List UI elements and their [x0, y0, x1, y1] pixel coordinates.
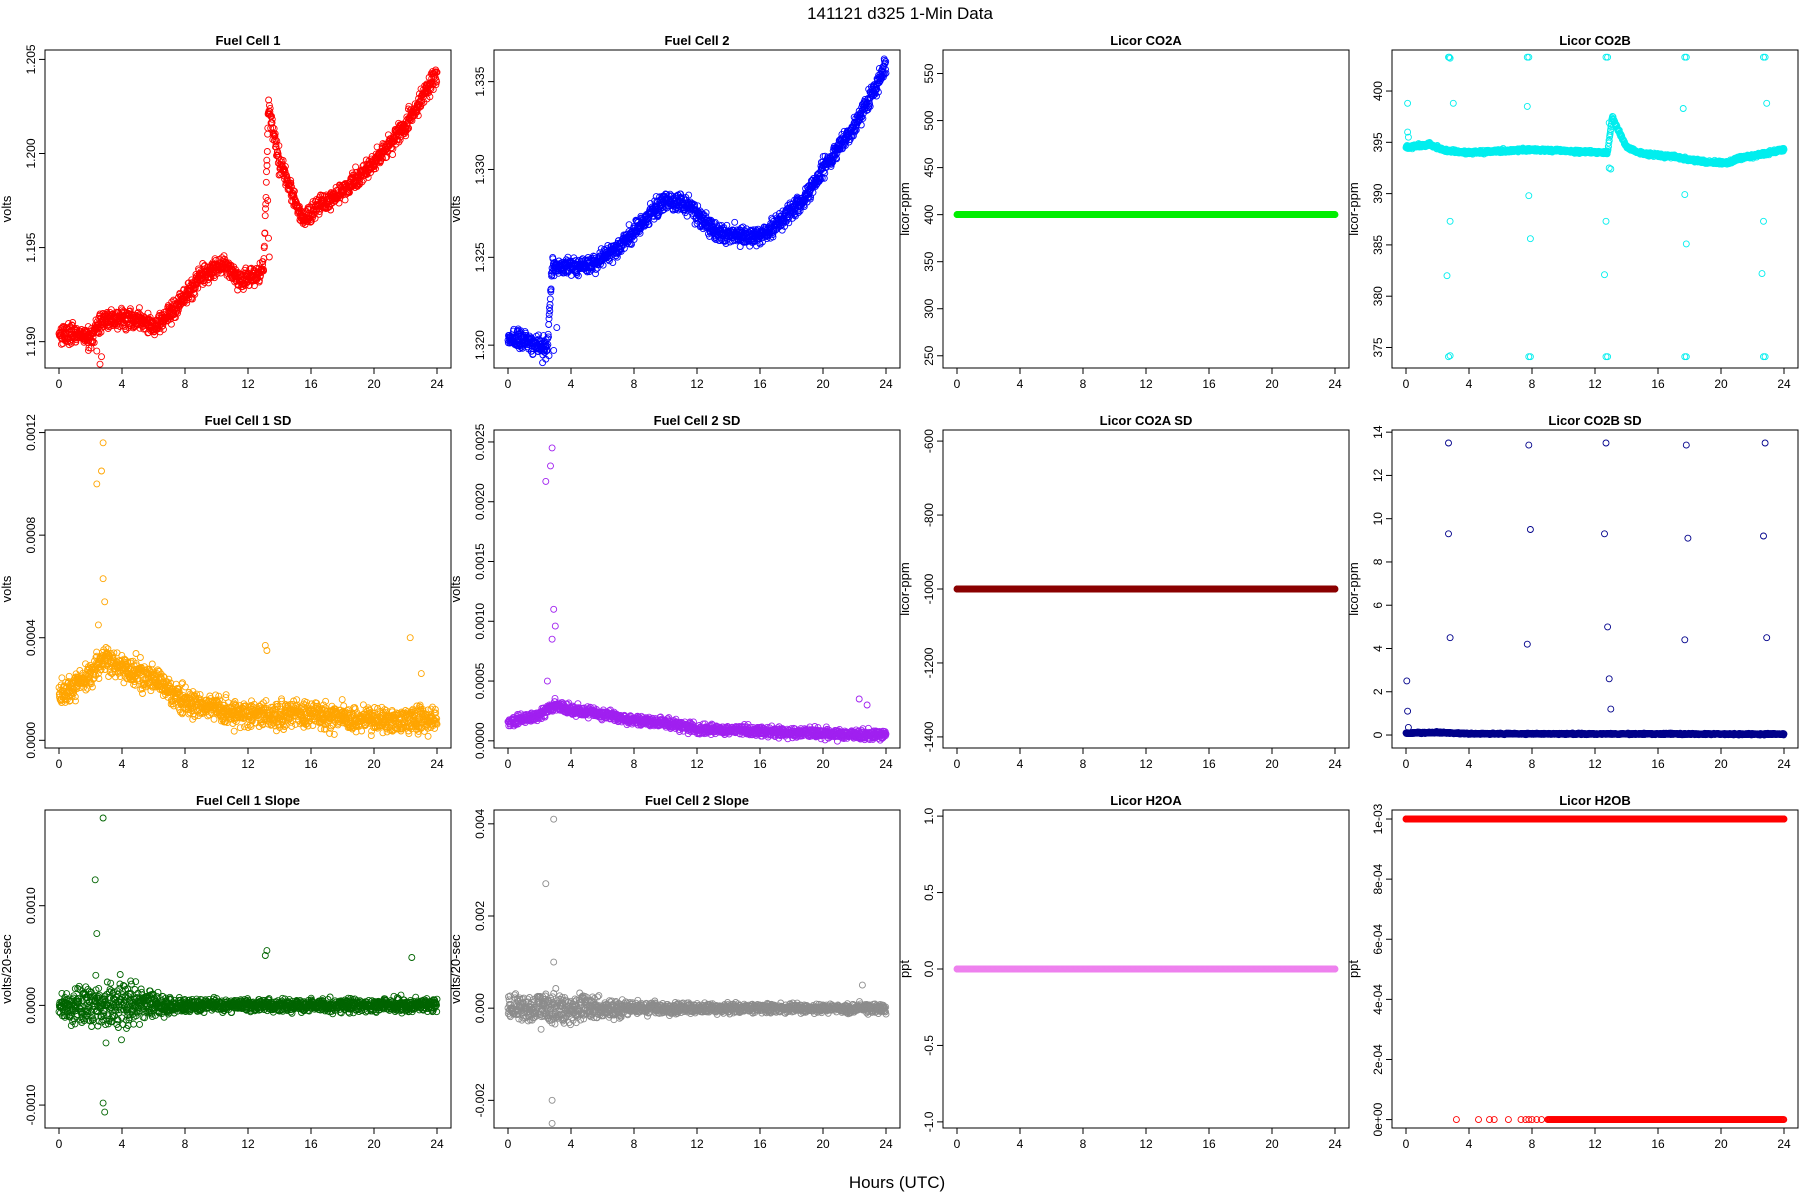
- outlier-point: [266, 235, 272, 241]
- x-tick-label: 20: [1265, 377, 1279, 391]
- data-point: [390, 152, 396, 158]
- outlier-point: [266, 254, 272, 260]
- data-point: [732, 219, 738, 225]
- y-axis-label: volts: [0, 195, 14, 222]
- y-tick-label: 1.195: [24, 232, 38, 262]
- y-tick-label: 350: [922, 251, 936, 271]
- x-tick-label: 20: [367, 377, 381, 391]
- plot-frame: [943, 50, 1349, 368]
- x-tick-label: 0: [56, 377, 63, 391]
- panel-3-points: [954, 212, 1338, 218]
- data-point: [547, 296, 553, 302]
- outlier-point: [554, 325, 560, 331]
- x-tick-label: 4: [119, 377, 126, 391]
- y-tick-label: 1.190: [24, 326, 38, 356]
- panel-title: Fuel Cell 1: [215, 33, 280, 48]
- figure-x-axis-label: Hours (UTC): [849, 1173, 945, 1192]
- outlier-point: [99, 354, 105, 360]
- x-tick-label: 16: [304, 377, 318, 391]
- y-tick-label: 500: [922, 110, 936, 130]
- panel-4: Licor CO2Blicor-ppm0 4 8 12 16 20 243753803853…: [1346, 33, 1798, 391]
- data-point: [262, 213, 268, 219]
- data-point: [264, 149, 270, 155]
- x-tick-label: 0: [954, 377, 961, 391]
- data-point: [342, 197, 348, 203]
- x-tick-label: 16: [753, 377, 767, 391]
- panel-title: Fuel Cell 2: [664, 33, 729, 48]
- data-point: [263, 179, 269, 185]
- data-point: [263, 201, 269, 207]
- y-tick-label: 1.325: [473, 242, 487, 272]
- x-tick-label: 12: [1139, 377, 1153, 391]
- outlier-point: [97, 361, 103, 367]
- x-tick-label: 0: [505, 377, 512, 391]
- y-tick-label: 1.330: [473, 154, 487, 184]
- y-tick-label: 450: [922, 157, 936, 177]
- y-tick-label: 1.205: [24, 44, 38, 74]
- x-tick-label: 8: [1080, 377, 1087, 391]
- x-tick-label: 12: [690, 377, 704, 391]
- x-tick-label: 8: [631, 377, 638, 391]
- x-tick-label: 4: [1017, 377, 1024, 391]
- x-tick-label: 24: [879, 377, 893, 391]
- outlier-point: [540, 360, 546, 366]
- x-tick-label: 24: [1328, 377, 1342, 391]
- y-tick-label: 250: [922, 345, 936, 365]
- y-tick-label: 300: [922, 298, 936, 318]
- y-tick-label: 550: [922, 63, 936, 83]
- x-tick-label: 8: [182, 377, 189, 391]
- y-tick-label: 400: [922, 204, 936, 224]
- x-tick-label: 12: [241, 377, 255, 391]
- outlier-point: [94, 348, 100, 354]
- panel-title: Licor CO2A: [1110, 33, 1182, 48]
- x-tick-label: 4: [568, 377, 575, 391]
- y-tick-label: 1.335: [473, 66, 487, 96]
- x-tick-label: 24: [430, 377, 444, 391]
- panels: Fuel Cell 1 volts 0 4 8 12 16 20 24 1.190 1.195 1.2…: [0, 33, 1798, 1151]
- outlier-point: [551, 347, 557, 353]
- y-tick-label: 1.200: [24, 138, 38, 168]
- x-tick-label: 20: [816, 377, 830, 391]
- data-point: [684, 213, 690, 219]
- data-point: [264, 169, 270, 175]
- panel-2: Fuel Cell 2 volts 0 4 8 12 16 20 24 1.320 1.325 1.3…: [448, 33, 900, 391]
- figure-title: 141121 d325 1-Min Data: [807, 4, 993, 23]
- outlier-point: [543, 356, 549, 362]
- panel-4-points: [1403, 54, 1787, 360]
- x-tick-label: 16: [1202, 377, 1216, 391]
- panel-1-points: [56, 67, 440, 367]
- outlier-point: [546, 353, 552, 359]
- panel-2-points: [505, 56, 889, 366]
- data-point: [546, 322, 552, 328]
- y-tick-label: 1.320: [473, 330, 487, 360]
- panel-1: Fuel Cell 1 volts 0 4 8 12 16 20 24 1.190 1.195 1.2…: [0, 33, 451, 391]
- panel-3: Licor CO2A licor-ppm 0 4 8 12 16 20 24 250 300 350 4…: [897, 33, 1349, 391]
- y-axis-label: licor-ppm: [897, 182, 912, 235]
- y-axis-label: volts: [448, 195, 463, 222]
